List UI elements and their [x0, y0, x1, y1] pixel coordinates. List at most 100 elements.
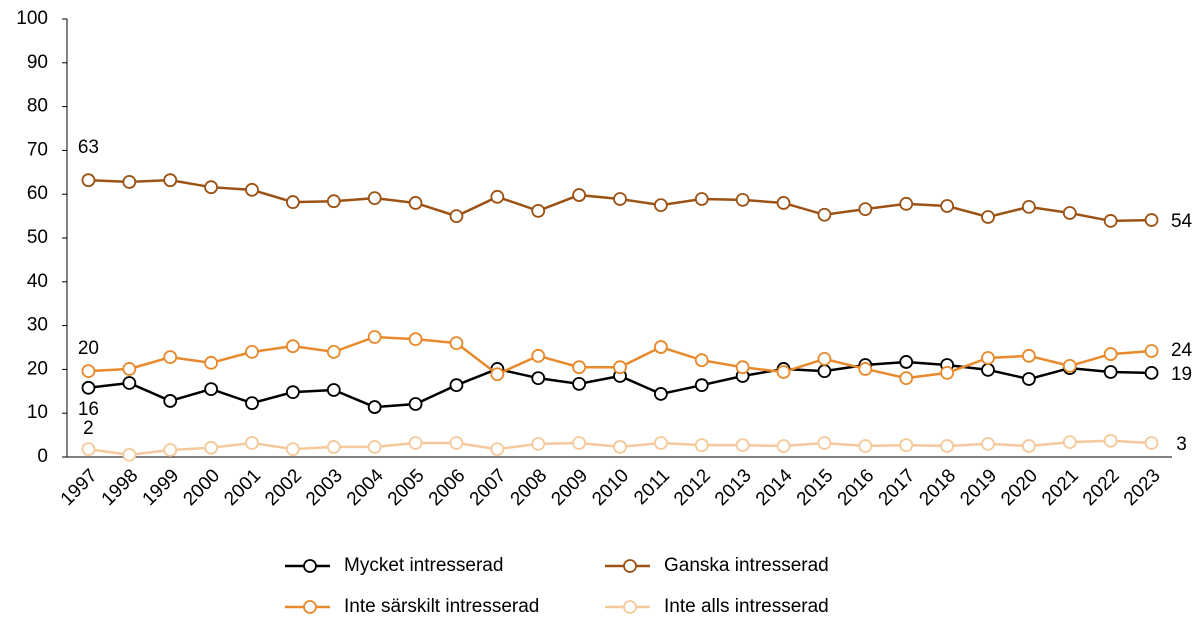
- x-tick-label: 2007: [466, 465, 511, 510]
- point: [817, 351, 832, 366]
- y-tick-label: 70: [27, 139, 48, 160]
- data-label: 20: [78, 338, 99, 359]
- point: [858, 439, 873, 453]
- point: [449, 378, 464, 393]
- point: [490, 189, 505, 204]
- point: [776, 365, 791, 379]
- point: [531, 348, 546, 363]
- point: [735, 192, 750, 207]
- data-label: 24: [1171, 340, 1193, 361]
- point: [981, 362, 995, 377]
- point: [613, 360, 627, 375]
- x-tick-label: 2021: [1038, 465, 1083, 510]
- point: [163, 394, 178, 408]
- point: [1103, 433, 1118, 448]
- point: [204, 355, 219, 370]
- point: [449, 436, 464, 450]
- point: [326, 344, 341, 359]
- x-tick-label: 2000: [179, 465, 224, 510]
- x-tick-label: 2011: [630, 465, 674, 509]
- y-tick-label: 100: [16, 8, 48, 29]
- point: [1062, 206, 1077, 220]
- data-label: 2: [83, 418, 94, 439]
- point: [1021, 200, 1036, 214]
- point: [367, 330, 382, 344]
- point: [122, 175, 137, 189]
- point: [122, 447, 137, 462]
- legend-marker: [623, 600, 637, 614]
- y-tick-label: 90: [27, 52, 48, 73]
- point: [163, 173, 178, 188]
- point: [81, 442, 96, 457]
- point: [367, 400, 382, 414]
- point: [1144, 344, 1159, 358]
- point: [245, 344, 259, 359]
- x-tick-label: 2008: [507, 465, 552, 510]
- y-tick-label: 20: [27, 358, 48, 379]
- legend-label: Ganska intresserad: [664, 555, 829, 576]
- point: [940, 199, 955, 213]
- y-tick-label: 60: [27, 183, 48, 204]
- point: [1144, 213, 1159, 227]
- point: [572, 376, 587, 391]
- point: [653, 387, 668, 401]
- point: [81, 364, 96, 379]
- point: [940, 439, 955, 453]
- point: [1021, 348, 1036, 363]
- point: [613, 192, 627, 206]
- x-tick-label: 2013: [711, 465, 756, 510]
- point: [367, 191, 382, 206]
- legend-marker: [303, 559, 317, 573]
- point: [531, 203, 546, 218]
- x-tick-label: 2014: [752, 465, 797, 510]
- point: [204, 440, 219, 455]
- legend-marker: [623, 559, 637, 573]
- point: [694, 438, 709, 453]
- y-tick-label: 10: [27, 402, 48, 423]
- point: [122, 362, 137, 376]
- x-tick-label: 2018: [915, 465, 960, 510]
- x-tick-label: 2010: [588, 465, 633, 510]
- x-tick-label: 2006: [425, 465, 470, 510]
- point: [1021, 372, 1036, 386]
- point: [408, 196, 423, 210]
- point: [204, 382, 219, 397]
- point: [817, 364, 832, 379]
- point: [572, 360, 587, 375]
- point: [899, 438, 914, 453]
- point: [776, 196, 791, 210]
- x-tick-label: 2005: [384, 465, 429, 510]
- point: [1103, 347, 1118, 361]
- point: [449, 209, 464, 224]
- legend-label: Inte särskilt intresserad: [344, 596, 539, 617]
- point: [735, 360, 750, 375]
- point: [572, 436, 587, 450]
- x-tick-label: 2016: [834, 465, 879, 510]
- point: [122, 376, 137, 390]
- point: [899, 355, 914, 369]
- x-tick-label: 2009: [547, 465, 592, 510]
- point: [245, 182, 259, 197]
- point: [449, 336, 464, 351]
- point: [899, 196, 914, 211]
- point: [1144, 366, 1159, 380]
- point: [613, 440, 627, 454]
- point: [981, 351, 995, 365]
- point: [326, 383, 341, 397]
- point: [735, 438, 750, 453]
- point: [285, 195, 300, 209]
- point: [81, 173, 96, 188]
- point: [1144, 436, 1159, 450]
- point: [490, 442, 505, 457]
- x-tick-label: 2015: [793, 465, 838, 510]
- data-label: 16: [78, 399, 99, 420]
- point: [408, 332, 423, 347]
- point: [245, 396, 259, 411]
- point: [326, 194, 341, 209]
- point: [940, 366, 955, 380]
- point: [408, 436, 423, 450]
- point: [531, 371, 546, 386]
- x-tick-label: 2017: [875, 465, 920, 510]
- x-tick-label: 2002: [261, 465, 306, 510]
